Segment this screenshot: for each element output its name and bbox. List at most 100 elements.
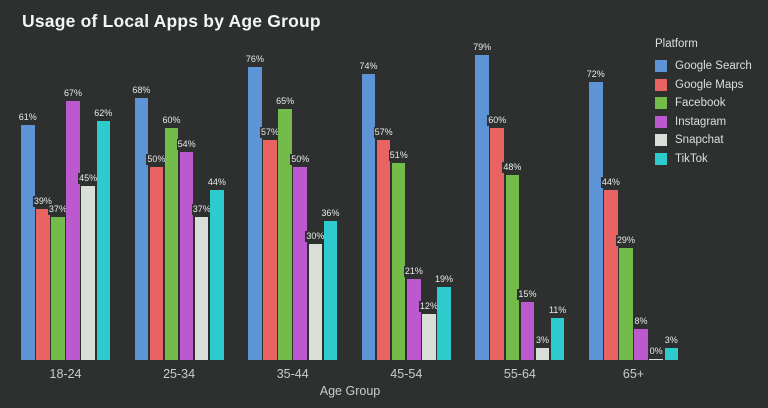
- x-tick-label: 65+: [622, 367, 645, 381]
- legend-item-label: TikTok: [675, 152, 708, 165]
- bar-instagram: [66, 101, 80, 360]
- legend-item-facebook: Facebook: [655, 94, 752, 113]
- value-label: 68%: [131, 84, 152, 96]
- x-tick-label: 45-54: [390, 367, 423, 381]
- legend-items: Google Search Google Maps Facebook Instagra…: [655, 57, 752, 168]
- legend-item-snapchat: Snapchat: [655, 131, 752, 150]
- bar-tiktok: [550, 317, 565, 360]
- legend-item-label: Instagram: [675, 115, 727, 128]
- bar-group: 72% 44% 29% 8% 0% 3%: [585, 20, 679, 360]
- legend-item-label: Facebook: [675, 97, 726, 110]
- bar-snapchat: [308, 244, 323, 360]
- bar-facebook: [278, 109, 292, 360]
- value-label: 36%: [320, 208, 341, 220]
- value-label: 57%: [260, 126, 281, 138]
- value-label: 76%: [244, 53, 265, 65]
- chart-title: Usage of Local Apps by Age Group: [22, 11, 321, 31]
- legend-item-instagram: Instagram: [655, 113, 752, 132]
- value-label: 44%: [600, 177, 621, 189]
- value-label: 11%: [547, 304, 568, 316]
- bar-snapchat: [535, 348, 550, 360]
- legend-swatch: [655, 134, 667, 147]
- legend-item-label: Google Maps: [675, 78, 744, 91]
- bar-group: 74% 57% 51% 21% 12% 19%: [358, 20, 455, 360]
- bar-instagram: [293, 167, 307, 360]
- bar-google-maps: [263, 139, 277, 360]
- bar-instagram: [179, 151, 194, 360]
- legend-swatch: [655, 78, 667, 91]
- x-tick-label: 25-34: [163, 367, 196, 381]
- bar-snapchat: [422, 313, 436, 360]
- value-label: 48%: [502, 161, 523, 173]
- bar-snapchat: [81, 186, 95, 360]
- bar-instagram: [520, 302, 535, 360]
- x-tick-label: 18-24: [49, 367, 82, 381]
- legend-item-label: Google Search: [675, 60, 752, 73]
- value-label: 0%: [648, 346, 664, 357]
- bar-instagram: [407, 278, 421, 360]
- bar-tiktok: [664, 348, 678, 360]
- value-label: 74%: [358, 61, 379, 73]
- bar-tiktok: [210, 190, 224, 360]
- bar-google-maps: [604, 190, 618, 360]
- bar-snapchat: [194, 217, 209, 360]
- value-label: 3%: [663, 335, 679, 347]
- value-label: 39%: [32, 196, 53, 208]
- bar-google-search: [21, 124, 35, 360]
- bar-facebook: [505, 174, 520, 360]
- bar-instagram: [634, 329, 648, 360]
- value-label: 65%: [275, 96, 296, 108]
- value-label: 51%: [388, 150, 409, 162]
- legend-item-tiktok: TikTok: [655, 150, 752, 169]
- value-label: 60%: [487, 115, 508, 127]
- value-label: 45%: [78, 173, 99, 185]
- value-label: 3%: [535, 335, 551, 347]
- x-tick-label: 55-64: [503, 367, 536, 381]
- value-label: 79%: [472, 42, 493, 54]
- bar-group: 68% 50% 60% 54% 37% 44%: [131, 20, 227, 360]
- legend-swatch: [655, 115, 667, 128]
- legend-swatch: [655, 152, 667, 165]
- legend-item-google-maps: Google Maps: [655, 76, 752, 95]
- legend: Platform Google Search Google Maps Faceboo…: [655, 38, 752, 168]
- legend-swatch: [655, 97, 667, 110]
- bar-google-maps: [490, 128, 504, 360]
- legend-item-label: Snapchat: [675, 134, 724, 147]
- value-label: 60%: [161, 115, 182, 127]
- legend-title: Platform: [655, 38, 698, 50]
- x-tick-label: 35-44: [276, 367, 309, 381]
- value-label: 50%: [290, 154, 311, 165]
- value-label: 21%: [403, 265, 424, 277]
- value-label: 19%: [434, 273, 455, 285]
- bar-google-search: [134, 97, 149, 360]
- value-label: 67%: [63, 88, 84, 100]
- bar-facebook: [51, 217, 65, 360]
- bar-group: 79% 60% 48% 15% 3% 11%: [472, 20, 568, 360]
- value-label: 29%: [615, 235, 636, 247]
- bar-facebook: [164, 128, 179, 360]
- value-label: 44%: [206, 177, 227, 189]
- bar-tiktok: [96, 120, 110, 360]
- value-label: 37%: [191, 204, 212, 216]
- bar-google-maps: [149, 167, 164, 360]
- bar-google-search: [589, 82, 603, 360]
- value-label: 12%: [418, 300, 439, 312]
- bar-snapchat: [649, 359, 663, 360]
- bar-group: 76% 57% 65% 50% 30% 36%: [244, 20, 341, 360]
- value-label: 72%: [585, 69, 606, 81]
- bar-google-search: [361, 74, 376, 360]
- bar-tiktok: [437, 286, 451, 360]
- bar-facebook: [391, 163, 406, 360]
- legend-swatch: [655, 60, 667, 73]
- value-label: 61%: [17, 111, 38, 123]
- value-label: 57%: [373, 126, 394, 138]
- bar-google-search: [248, 66, 262, 360]
- bar-facebook: [619, 248, 633, 360]
- bar-google-maps: [36, 209, 50, 360]
- value-label: 50%: [146, 154, 167, 165]
- bar-google-maps: [376, 139, 391, 360]
- value-label: 15%: [517, 289, 538, 301]
- value-label: 54%: [176, 138, 197, 150]
